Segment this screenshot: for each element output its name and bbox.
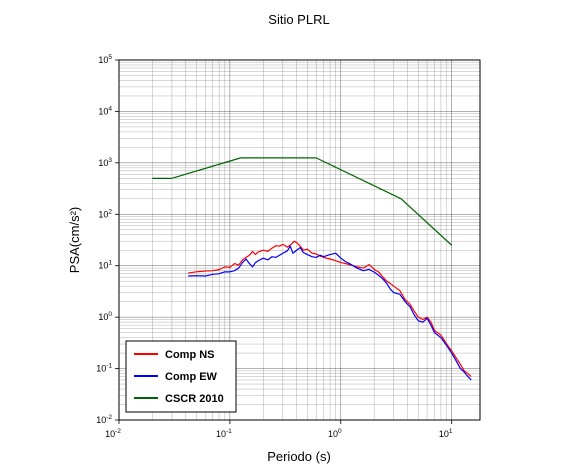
series-line-cscr-2010	[152, 157, 453, 246]
y-tick-label: 10-2	[96, 414, 112, 425]
y-tick-label: 100	[98, 311, 112, 322]
y-tick-label: 101	[98, 260, 112, 271]
legend-label: Comp EW	[165, 371, 218, 383]
tick-labels: 10-2 10-1 100 101 10-2 10-1 100 101 102 103 104 105	[96, 54, 453, 439]
x-tick-label: 100	[328, 428, 342, 439]
y-axis-label: PSA(cm/s²)	[67, 207, 82, 273]
chart-title: Sitio PLRL	[268, 12, 329, 27]
y-tick-label: 102	[98, 208, 112, 219]
x-tick-label: 101	[439, 428, 453, 439]
y-tick-label: 105	[98, 54, 112, 65]
plot-frame	[118, 59, 481, 421]
x-tick-label: 10-1	[216, 428, 232, 439]
legend-label: CSCR 2010	[165, 393, 224, 405]
series-line-comp-ew	[188, 245, 472, 381]
y-tick-label: 103	[98, 157, 112, 168]
x-tick-label: 10-2	[105, 428, 121, 439]
grid-lines	[118, 59, 480, 421]
y-tick-label: 104	[98, 105, 112, 116]
x-axis-label: Periodo (s)	[267, 449, 331, 464]
legend: Comp NS Comp EW CSCR 2010	[125, 340, 237, 413]
y-tick-label: 10-1	[96, 363, 112, 374]
series-lines	[152, 157, 472, 381]
legend-label: Comp NS	[165, 349, 215, 361]
series-line-comp-ns	[188, 240, 472, 377]
